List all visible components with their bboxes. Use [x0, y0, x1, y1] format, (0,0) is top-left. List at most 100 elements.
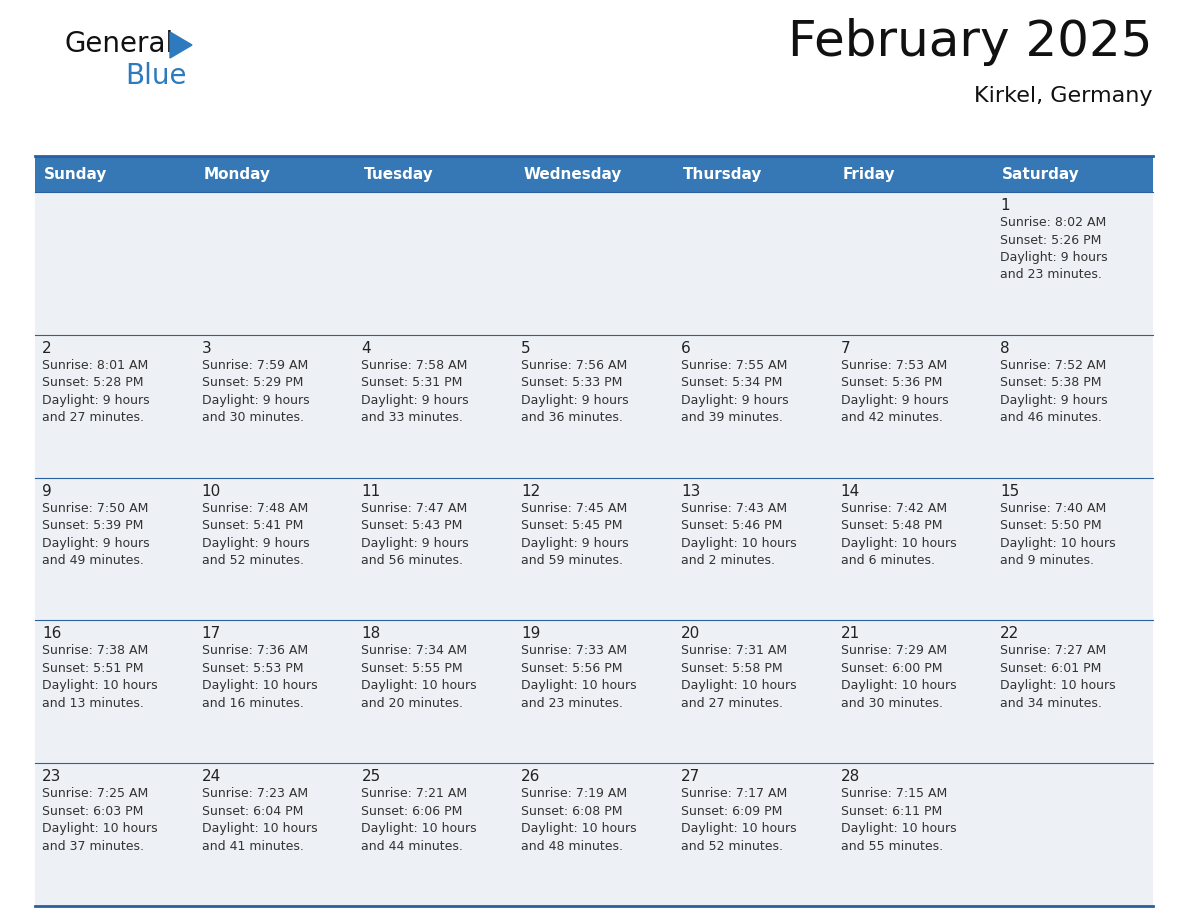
Text: Sunrise: 8:02 AM
Sunset: 5:26 PM
Daylight: 9 hours
and 23 minutes.: Sunrise: 8:02 AM Sunset: 5:26 PM Dayligh… — [1000, 216, 1108, 282]
Bar — [674, 763, 834, 906]
Bar — [514, 477, 674, 621]
Text: Thursday: Thursday — [683, 166, 763, 182]
Text: Kirkel, Germany: Kirkel, Germany — [974, 86, 1154, 106]
Text: Sunrise: 7:52 AM
Sunset: 5:38 PM
Daylight: 9 hours
and 46 minutes.: Sunrise: 7:52 AM Sunset: 5:38 PM Dayligh… — [1000, 359, 1108, 424]
Text: Sunrise: 7:34 AM
Sunset: 5:55 PM
Daylight: 10 hours
and 20 minutes.: Sunrise: 7:34 AM Sunset: 5:55 PM Dayligh… — [361, 644, 478, 710]
Text: Sunday: Sunday — [44, 166, 107, 182]
Text: Sunrise: 7:47 AM
Sunset: 5:43 PM
Daylight: 9 hours
and 56 minutes.: Sunrise: 7:47 AM Sunset: 5:43 PM Dayligh… — [361, 501, 469, 567]
Text: 22: 22 — [1000, 626, 1019, 642]
Text: Saturday: Saturday — [1003, 166, 1080, 182]
Bar — [34, 763, 195, 906]
Text: Sunrise: 7:33 AM
Sunset: 5:56 PM
Daylight: 10 hours
and 23 minutes.: Sunrise: 7:33 AM Sunset: 5:56 PM Dayligh… — [522, 644, 637, 710]
Text: 21: 21 — [841, 626, 860, 642]
Bar — [834, 156, 993, 192]
Text: Monday: Monday — [203, 166, 271, 182]
Bar — [34, 335, 195, 477]
Text: 11: 11 — [361, 484, 380, 498]
Text: Sunrise: 7:25 AM
Sunset: 6:03 PM
Daylight: 10 hours
and 37 minutes.: Sunrise: 7:25 AM Sunset: 6:03 PM Dayligh… — [42, 788, 158, 853]
Bar — [993, 621, 1154, 763]
Bar — [674, 192, 834, 335]
Bar — [514, 335, 674, 477]
Bar — [34, 621, 195, 763]
Bar — [195, 621, 354, 763]
Text: Sunrise: 7:23 AM
Sunset: 6:04 PM
Daylight: 10 hours
and 41 minutes.: Sunrise: 7:23 AM Sunset: 6:04 PM Dayligh… — [202, 788, 317, 853]
Text: 9: 9 — [42, 484, 52, 498]
Bar — [674, 477, 834, 621]
Text: 5: 5 — [522, 341, 531, 356]
Bar — [993, 477, 1154, 621]
Text: 24: 24 — [202, 769, 221, 784]
Bar — [834, 763, 993, 906]
Text: Sunrise: 7:31 AM
Sunset: 5:58 PM
Daylight: 10 hours
and 27 minutes.: Sunrise: 7:31 AM Sunset: 5:58 PM Dayligh… — [681, 644, 796, 710]
Text: Sunrise: 7:53 AM
Sunset: 5:36 PM
Daylight: 9 hours
and 42 minutes.: Sunrise: 7:53 AM Sunset: 5:36 PM Dayligh… — [841, 359, 948, 424]
Text: Sunrise: 7:42 AM
Sunset: 5:48 PM
Daylight: 10 hours
and 6 minutes.: Sunrise: 7:42 AM Sunset: 5:48 PM Dayligh… — [841, 501, 956, 567]
Text: 1: 1 — [1000, 198, 1010, 213]
Bar — [195, 335, 354, 477]
Text: Wednesday: Wednesday — [523, 166, 621, 182]
Bar — [993, 156, 1154, 192]
Bar — [834, 477, 993, 621]
Bar — [514, 621, 674, 763]
Bar — [34, 192, 195, 335]
Text: Tuesday: Tuesday — [364, 166, 434, 182]
Text: Sunrise: 7:15 AM
Sunset: 6:11 PM
Daylight: 10 hours
and 55 minutes.: Sunrise: 7:15 AM Sunset: 6:11 PM Dayligh… — [841, 788, 956, 853]
Text: Sunrise: 7:38 AM
Sunset: 5:51 PM
Daylight: 10 hours
and 13 minutes.: Sunrise: 7:38 AM Sunset: 5:51 PM Dayligh… — [42, 644, 158, 710]
Text: 28: 28 — [841, 769, 860, 784]
Text: General: General — [65, 30, 175, 58]
Text: Sunrise: 7:50 AM
Sunset: 5:39 PM
Daylight: 9 hours
and 49 minutes.: Sunrise: 7:50 AM Sunset: 5:39 PM Dayligh… — [42, 501, 150, 567]
Text: 26: 26 — [522, 769, 541, 784]
Text: February 2025: February 2025 — [789, 18, 1154, 66]
Bar — [34, 477, 195, 621]
Text: 6: 6 — [681, 341, 690, 356]
Bar — [674, 621, 834, 763]
Bar — [514, 192, 674, 335]
Bar — [354, 763, 514, 906]
Text: Sunrise: 7:56 AM
Sunset: 5:33 PM
Daylight: 9 hours
and 36 minutes.: Sunrise: 7:56 AM Sunset: 5:33 PM Dayligh… — [522, 359, 628, 424]
Text: 14: 14 — [841, 484, 860, 498]
Bar — [354, 477, 514, 621]
Bar — [834, 335, 993, 477]
Text: Blue: Blue — [125, 62, 187, 90]
Text: 19: 19 — [522, 626, 541, 642]
Bar — [993, 763, 1154, 906]
Bar — [195, 156, 354, 192]
Text: 25: 25 — [361, 769, 380, 784]
Bar — [993, 335, 1154, 477]
Bar — [354, 335, 514, 477]
Text: Sunrise: 7:29 AM
Sunset: 6:00 PM
Daylight: 10 hours
and 30 minutes.: Sunrise: 7:29 AM Sunset: 6:00 PM Dayligh… — [841, 644, 956, 710]
Text: 16: 16 — [42, 626, 62, 642]
Polygon shape — [170, 32, 192, 58]
Bar — [195, 192, 354, 335]
Bar — [674, 156, 834, 192]
Text: Sunrise: 7:43 AM
Sunset: 5:46 PM
Daylight: 10 hours
and 2 minutes.: Sunrise: 7:43 AM Sunset: 5:46 PM Dayligh… — [681, 501, 796, 567]
Text: 8: 8 — [1000, 341, 1010, 356]
Bar — [354, 621, 514, 763]
Text: 18: 18 — [361, 626, 380, 642]
Bar — [993, 192, 1154, 335]
Text: Sunrise: 7:27 AM
Sunset: 6:01 PM
Daylight: 10 hours
and 34 minutes.: Sunrise: 7:27 AM Sunset: 6:01 PM Dayligh… — [1000, 644, 1116, 710]
Bar — [354, 156, 514, 192]
Text: Sunrise: 7:48 AM
Sunset: 5:41 PM
Daylight: 9 hours
and 52 minutes.: Sunrise: 7:48 AM Sunset: 5:41 PM Dayligh… — [202, 501, 309, 567]
Bar — [514, 763, 674, 906]
Bar — [354, 192, 514, 335]
Text: 4: 4 — [361, 341, 371, 356]
Text: 27: 27 — [681, 769, 700, 784]
Text: 3: 3 — [202, 341, 211, 356]
Text: 15: 15 — [1000, 484, 1019, 498]
Bar — [34, 156, 195, 192]
Text: Sunrise: 8:01 AM
Sunset: 5:28 PM
Daylight: 9 hours
and 27 minutes.: Sunrise: 8:01 AM Sunset: 5:28 PM Dayligh… — [42, 359, 150, 424]
Text: 23: 23 — [42, 769, 62, 784]
Text: 13: 13 — [681, 484, 700, 498]
Text: 10: 10 — [202, 484, 221, 498]
Text: Sunrise: 7:17 AM
Sunset: 6:09 PM
Daylight: 10 hours
and 52 minutes.: Sunrise: 7:17 AM Sunset: 6:09 PM Dayligh… — [681, 788, 796, 853]
Text: Sunrise: 7:59 AM
Sunset: 5:29 PM
Daylight: 9 hours
and 30 minutes.: Sunrise: 7:59 AM Sunset: 5:29 PM Dayligh… — [202, 359, 309, 424]
Text: 7: 7 — [841, 341, 851, 356]
Text: 20: 20 — [681, 626, 700, 642]
Text: Friday: Friday — [842, 166, 896, 182]
Text: Sunrise: 7:36 AM
Sunset: 5:53 PM
Daylight: 10 hours
and 16 minutes.: Sunrise: 7:36 AM Sunset: 5:53 PM Dayligh… — [202, 644, 317, 710]
Text: Sunrise: 7:55 AM
Sunset: 5:34 PM
Daylight: 9 hours
and 39 minutes.: Sunrise: 7:55 AM Sunset: 5:34 PM Dayligh… — [681, 359, 789, 424]
Bar — [514, 156, 674, 192]
Text: 2: 2 — [42, 341, 51, 356]
Bar — [834, 621, 993, 763]
Text: Sunrise: 7:40 AM
Sunset: 5:50 PM
Daylight: 10 hours
and 9 minutes.: Sunrise: 7:40 AM Sunset: 5:50 PM Dayligh… — [1000, 501, 1116, 567]
